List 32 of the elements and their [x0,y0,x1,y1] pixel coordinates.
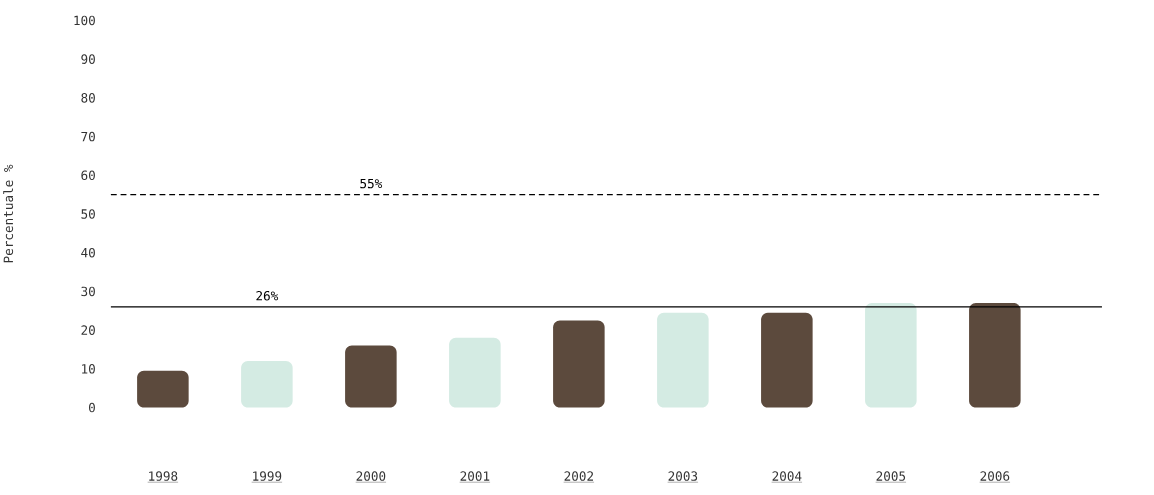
y-tick-label: 10 [82,364,95,374]
y-tick-label: 0 [88,402,95,413]
y-tick-label: 40 [81,247,95,258]
bar [553,320,605,408]
bar [761,312,813,408]
bar [345,345,397,408]
x-tick-label: 1998 [149,471,178,481]
bar [241,361,293,408]
x-tick-label: 2004 [772,471,802,481]
x-tick-label: 2001 [460,471,490,481]
y-tick-label: 90 [81,54,95,64]
bar [657,312,709,408]
x-tick-label: 2006 [980,471,1010,481]
x-tick-label: 2003 [668,471,698,481]
y-tick-label: 100 [74,15,95,26]
x-tick-label: 2000 [356,471,386,481]
x-tick-label: 2005 [876,471,906,481]
x-tick-label: 1999 [253,471,282,481]
bar [865,302,917,408]
y-axis-title: Percentuale % [3,164,14,263]
y-tick-label: 60 [81,170,95,181]
bar [969,302,1021,408]
x-tick-label: 2002 [564,471,594,481]
bar [449,337,501,408]
y-tick-label: 50 [81,209,95,219]
y-tick-label: 70 [81,131,95,142]
bar [137,370,189,408]
y-tick-label: 30 [81,286,95,297]
y-tick-label: 20 [81,325,95,335]
y-tick-label: 80 [81,93,95,103]
ref-line-label: 55% [360,178,383,189]
ref-line-label: 26% [256,290,279,301]
